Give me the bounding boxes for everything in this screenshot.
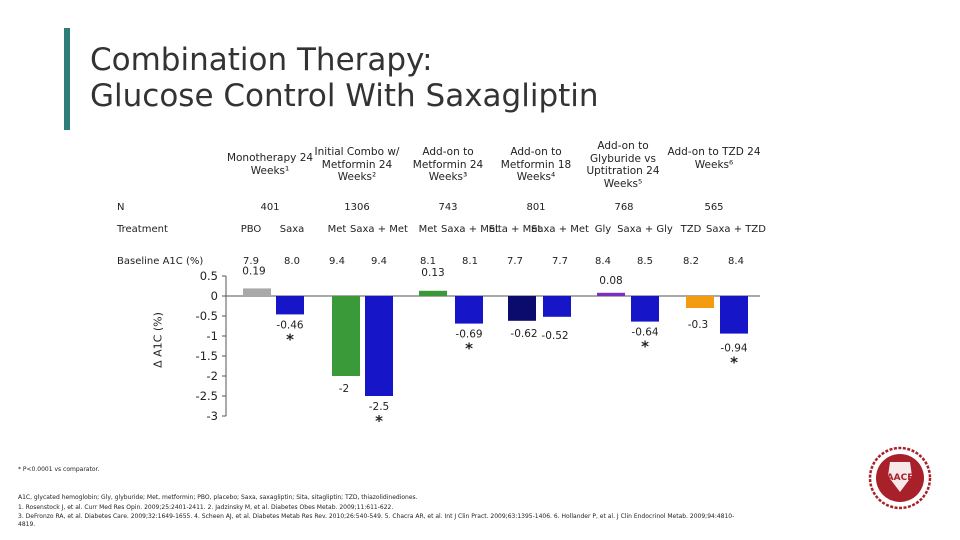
treatment-cell: Saxa + Met: [531, 224, 589, 235]
y-tick-label: -0.5: [196, 309, 218, 323]
footnote-references-2: 3. DeFronzo RA, et al. Diabetes Care. 20…: [18, 513, 735, 520]
slide-title: Combination Therapy: Glucose Control Wit…: [90, 42, 599, 114]
bar-10: [686, 296, 714, 308]
treatment-cell: Met: [418, 224, 438, 235]
bar-6: [508, 296, 536, 321]
bar-5: [455, 296, 483, 324]
baseline-cell: 9.4: [371, 256, 387, 267]
baseline-cell: 7.7: [552, 256, 568, 267]
title-line-1: Combination Therapy:: [90, 42, 433, 78]
treatment-cell: PBO: [240, 224, 262, 235]
n-value: 565: [704, 202, 724, 213]
aace-logo: AACE: [868, 446, 932, 510]
significance-marker: *: [730, 354, 738, 372]
column-heading-addon-glyburide: Add-on to Glyburide vs Uptitration 24 We…: [586, 140, 660, 190]
data-label: -0.94: [720, 343, 747, 355]
baseline-cell: 8.0: [284, 256, 300, 267]
treatment-cell: Saxa: [279, 224, 305, 235]
y-tick-label: 0: [211, 289, 218, 303]
y-tick-label: -1: [207, 329, 218, 343]
data-label: -2.5: [369, 401, 390, 413]
y-tick-label: -2: [207, 369, 218, 383]
bar-4: [419, 290, 447, 296]
bar-11: [720, 296, 748, 334]
n-value: 768: [614, 202, 634, 213]
y-tick-label: -3: [207, 409, 218, 423]
bar-0: [243, 288, 271, 296]
data-label: 0.13: [421, 267, 444, 279]
data-label: 0.08: [599, 275, 622, 287]
data-label: -0.69: [455, 329, 482, 341]
baseline-cell: 8.1: [420, 256, 436, 267]
treatment-cell: Gly: [594, 224, 612, 235]
data-label: -0.3: [688, 319, 709, 331]
footnote-abbreviations: A1C, glycated hemoglobin; Gly, glyburide…: [18, 494, 418, 501]
column-heading-initial-combo: Initial Combo w/ Metformin 24 Weeks²: [314, 146, 400, 183]
bar-1: [276, 296, 304, 315]
data-label: -0.46: [276, 319, 303, 331]
svg-text:AACE: AACE: [887, 473, 914, 483]
treatment-cell: TZD: [680, 224, 702, 235]
bar-8: [597, 292, 625, 296]
significance-marker: *: [465, 340, 473, 358]
baseline-cell: 8.4: [728, 256, 744, 267]
bar-9: [631, 296, 659, 322]
data-label: 0.19: [242, 265, 265, 277]
bar-7: [543, 296, 571, 317]
column-heading-addon-metformin-18: Add-on to Metformin 18 Weeks⁴: [500, 146, 572, 183]
baseline-cell: 9.4: [329, 256, 345, 267]
bar-3: [365, 296, 393, 396]
data-label: -2: [339, 383, 349, 395]
bar-2: [332, 296, 360, 376]
row-label-n: N: [117, 202, 125, 213]
footnote-significance: * P<0.0001 vs comparator.: [18, 466, 100, 473]
treatment-cell: Met: [327, 224, 347, 235]
n-value: 801: [526, 202, 546, 213]
baseline-cell: 8.4: [595, 256, 611, 267]
baseline-cell: 8.5: [637, 256, 653, 267]
data-label: -0.62: [510, 328, 537, 340]
footnote-references-1: 1. Rosenstock J, et al. Curr Med Res Opi…: [18, 504, 394, 511]
n-value: 743: [438, 202, 458, 213]
footnote-references-3: 4819.: [18, 521, 36, 528]
y-tick-label: -1.5: [196, 349, 218, 363]
baseline-cell: 7.9: [243, 256, 259, 267]
significance-marker: *: [286, 330, 294, 348]
column-heading-monotherapy: Monotherapy 24 Weeks¹: [226, 152, 314, 177]
column-heading-addon-metformin-24: Add-on to Metformin 24 Weeks³: [412, 146, 484, 183]
treatment-cell: Saxa + TZD: [706, 224, 766, 235]
title-line-2: Glucose Control With Saxagliptin: [90, 78, 599, 114]
baseline-cell: 7.7: [507, 256, 523, 267]
treatment-cell: Sita + Met: [488, 224, 542, 235]
significance-marker: *: [641, 338, 649, 356]
title-accent-bar: [64, 28, 70, 130]
y-tick-label: -2.5: [196, 389, 218, 403]
column-heading-addon-tzd: Add-on to TZD 24 Weeks⁶: [667, 146, 761, 171]
n-value: 1306: [344, 202, 370, 213]
treatment-cell: Saxa + Met: [441, 224, 499, 235]
treatment-cell: Saxa + Met: [350, 224, 408, 235]
treatment-cell: Saxa + Gly: [617, 224, 673, 235]
baseline-cell: 8.1: [462, 256, 478, 267]
y-tick-label: 0.5: [200, 269, 218, 283]
significance-marker: *: [375, 412, 383, 430]
data-label: -0.64: [631, 327, 658, 339]
n-value: 401: [260, 202, 280, 213]
row-label-treatment: Treatment: [117, 224, 168, 235]
row-label-baseline: Baseline A1C (%): [117, 256, 204, 267]
data-label: -0.52: [541, 330, 568, 342]
baseline-cell: 8.2: [683, 256, 699, 267]
